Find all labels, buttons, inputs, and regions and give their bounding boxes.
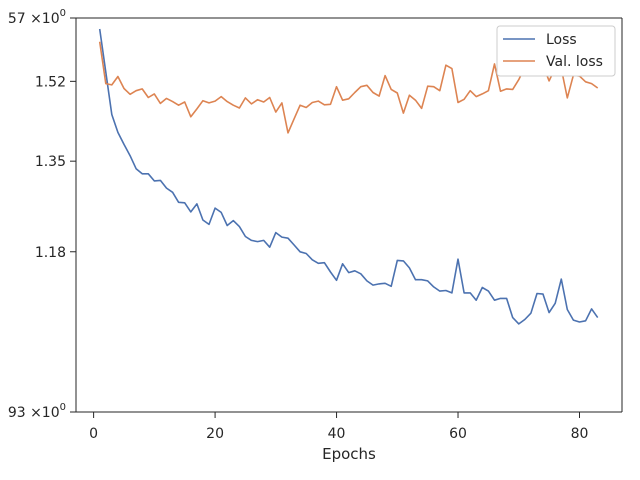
- x-tick-label: 60: [449, 426, 467, 442]
- y-tick-label: 1.35: [35, 154, 66, 170]
- series-layer: [98, 28, 599, 325]
- series-line-loss: [98, 28, 599, 325]
- legend-label-val-loss: Val. loss: [546, 54, 603, 70]
- x-axis-label: Epochs: [322, 445, 376, 463]
- y-tick-label: 1.52: [35, 74, 66, 90]
- legend: Loss Val. loss: [496, 25, 616, 77]
- plot-area: [76, 18, 622, 412]
- x-tick-label: 80: [571, 426, 589, 442]
- axes-frame: [75, 17, 623, 413]
- series-line-val-loss: [98, 41, 599, 134]
- x-tick-label: 20: [206, 426, 224, 442]
- y-tick-label-exponent: 93 ×100: [8, 402, 66, 421]
- x-tick-label: 40: [328, 426, 346, 442]
- legend-label-loss: Loss: [546, 32, 577, 48]
- y-tick-label-exponent: 57 ×100: [8, 8, 66, 27]
- x-axis-ticks: 0 20 40 60 80: [89, 412, 588, 442]
- y-tick-label: 1.18: [35, 245, 66, 261]
- x-tick-label: 0: [89, 426, 98, 442]
- y-axis-ticks: 1.52 1.35 1.18 57 ×100 93 ×100: [8, 8, 76, 421]
